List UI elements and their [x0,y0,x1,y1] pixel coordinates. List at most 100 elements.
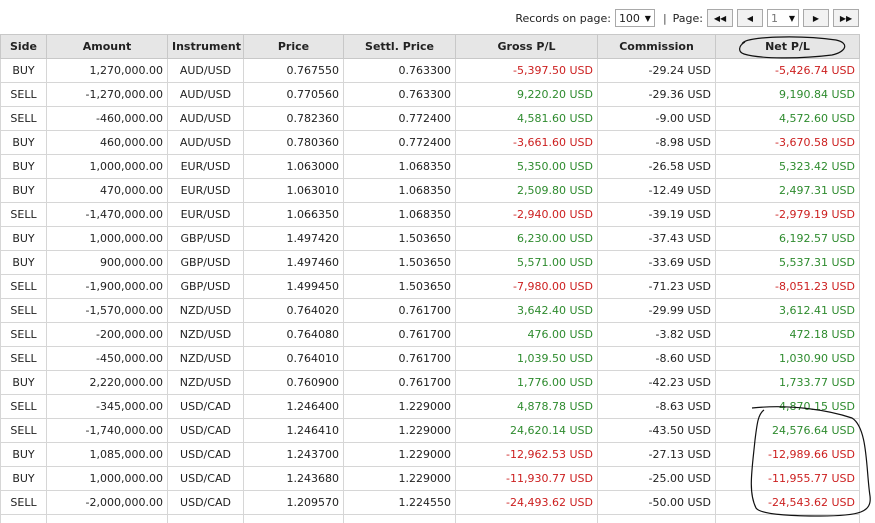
cell-gross-pl: -12,962.53 USD [455,442,598,467]
col-header-side[interactable]: Side [0,34,47,59]
table-row[interactable]: BUY 1,000,000.00 GBP/USD 1.497420 1.503650 6,… [0,226,860,251]
cell-side: SELL [0,274,47,299]
cell-settl-price: 1.068350 [343,154,456,179]
table-row[interactable]: BUY 1,270,000.00 AUD/USD 0.767550 0.763300 -5… [0,58,860,83]
cell-instrument: NZD/USD [167,322,244,347]
cell-gross-pl: 5,350.00 USD [455,154,598,179]
table-row[interactable]: BUY 460,000.00 AUD/USD 0.780360 0.772400 -3,6… [0,130,860,155]
table-row[interactable]: BUY 900,000.00 GBP/USD 1.497460 1.503650 5,57… [0,250,860,275]
cell-commission: -26.58 USD [597,154,716,179]
cell-gross-pl: 3,642.40 USD [455,298,598,323]
cell-instrument: AUD/USD [167,130,244,155]
cell-settl-price: 0.761700 [343,346,456,371]
table-row[interactable]: SELL -1,570,000.00 NZD/USD 0.764020 0.761700… [0,298,860,323]
cell-net-pl: 472.18 USD [715,322,860,347]
cell-net-pl: -5,426.74 USD [715,58,860,83]
cell-net-pl: 4,572.60 USD [715,106,860,131]
page-number-select[interactable]: 1 ▼ [767,9,799,27]
col-header-gross-pl[interactable]: Gross P/L [455,34,598,59]
prev-page-button[interactable]: ◀ [737,9,763,27]
table-row[interactable]: SELL -1,740,000.00 USD/CAD 1.246410 1.229000… [0,418,860,443]
cell-gross-pl: 24,620.14 USD [455,418,598,443]
cell-settl-price: 1.229000 [343,466,456,491]
table-row[interactable]: SELL -1,270,000.00 AUD/USD 0.770560 0.763300… [0,82,860,107]
cell-amount: 1,270,000.00 [46,58,168,83]
last-page-button[interactable]: ▶▶ [833,9,859,27]
cell-settl-price: 1.503650 [343,250,456,275]
cell-side: SELL [0,298,47,323]
cell-settl-price: 1.229000 [343,418,456,443]
table-header-row: Side Amount Instrument Price Settl. Pric… [0,34,860,59]
col-header-commission[interactable]: Commission [597,34,716,59]
cell-commission: -37.43 USD [597,226,716,251]
col-header-net-pl[interactable]: Net P/L [715,34,860,59]
cell-settl-price: 0.761700 [343,298,456,323]
cell-commission: -8.98 USD [597,130,716,155]
cell-instrument: NZD/USD [167,298,244,323]
cell-price: 0.767550 [243,58,344,83]
cell-gross-pl: 4,878.78 USD [455,394,598,419]
cell-commission: -33.69 USD [597,250,716,275]
table-row[interactable]: BUY 2,220,000.00 NZD/USD 0.760900 0.761700 1,… [0,370,860,395]
table-row[interactable]: BUY 1,085,000.00 USD/CAD 1.243700 1.229000 -1… [0,442,860,467]
cell-net-pl: -2,979.19 USD [715,202,860,227]
table-row[interactable]: SELL -1,470,000.00 EUR/USD 1.066350 1.068350… [0,202,860,227]
cell-commission: -3.82 USD [597,322,716,347]
col-header-settl-price[interactable]: Settl. Price [343,34,456,59]
pager-separator: | [662,11,667,25]
cell-commission: -29.99 USD [597,298,716,323]
table-row[interactable]: SELL -345,000.00 USD/CAD 1.246400 1.229000 4,… [0,394,860,419]
cell-side: SELL [0,202,47,227]
table-cell [455,514,598,523]
cell-instrument: USD/CAD [167,490,244,515]
cell-amount: -1,900,000.00 [46,274,168,299]
table-row[interactable]: BUY 1,000,000.00 USD/CAD 1.243680 1.229000 -1… [0,466,860,491]
cell-gross-pl: 9,220.20 USD [455,82,598,107]
cell-commission: -42.23 USD [597,370,716,395]
table-row[interactable]: BUY 1,000,000.00 EUR/USD 1.063000 1.068350 5,… [0,154,860,179]
cell-gross-pl: 4,581.60 USD [455,106,598,131]
col-header-amount[interactable]: Amount [46,34,168,59]
records-per-page-value: 100 [618,11,640,25]
table-row[interactable]: BUY 470,000.00 EUR/USD 1.063010 1.068350 2,50… [0,178,860,203]
table-row[interactable]: SELL -2,000,000.00 USD/CAD 1.209570 1.224550… [0,490,860,515]
cell-price: 0.782360 [243,106,344,131]
col-header-instrument[interactable]: Instrument [167,34,244,59]
table-row[interactable]: SELL -200,000.00 NZD/USD 0.764080 0.761700 47… [0,322,860,347]
chevron-down-icon: ▼ [644,13,651,23]
cell-instrument: AUD/USD [167,58,244,83]
cell-side: SELL [0,106,47,131]
cell-side: SELL [0,82,47,107]
records-per-page-select[interactable]: 100 ▼ [614,9,655,27]
next-page-button[interactable]: ▶ [803,9,829,27]
cell-price: 1.063000 [243,154,344,179]
cell-net-pl: -11,955.77 USD [715,466,860,491]
cell-gross-pl: -24,493.62 USD [455,490,598,515]
table-row[interactable] [0,514,860,523]
cell-side: SELL [0,490,47,515]
cell-side: BUY [0,178,47,203]
cell-commission: -27.13 USD [597,442,716,467]
cell-gross-pl: -11,930.77 USD [455,466,598,491]
cell-side: BUY [0,130,47,155]
cell-net-pl: 9,190.84 USD [715,82,860,107]
cell-amount: 460,000.00 [46,130,168,155]
first-page-button[interactable]: ◀◀ [707,9,733,27]
next-page-icon: ▶ [812,13,820,23]
cell-net-pl: 5,323.42 USD [715,154,860,179]
cell-price: 0.764010 [243,346,344,371]
col-header-price[interactable]: Price [243,34,344,59]
cell-side: SELL [0,346,47,371]
cell-commission: -50.00 USD [597,490,716,515]
table-cell [243,514,344,523]
cell-side: BUY [0,58,47,83]
cell-gross-pl: -2,940.00 USD [455,202,598,227]
cell-commission: -12.49 USD [597,178,716,203]
table-row[interactable]: SELL -450,000.00 NZD/USD 0.764010 0.761700 1,… [0,346,860,371]
cell-commission: -39.19 USD [597,202,716,227]
cell-settl-price: 0.763300 [343,58,456,83]
table-row[interactable]: SELL -1,900,000.00 GBP/USD 1.499450 1.503650… [0,274,860,299]
table-row[interactable]: SELL -460,000.00 AUD/USD 0.782360 0.772400 4,… [0,106,860,131]
cell-price: 1.246400 [243,394,344,419]
cell-side: SELL [0,394,47,419]
